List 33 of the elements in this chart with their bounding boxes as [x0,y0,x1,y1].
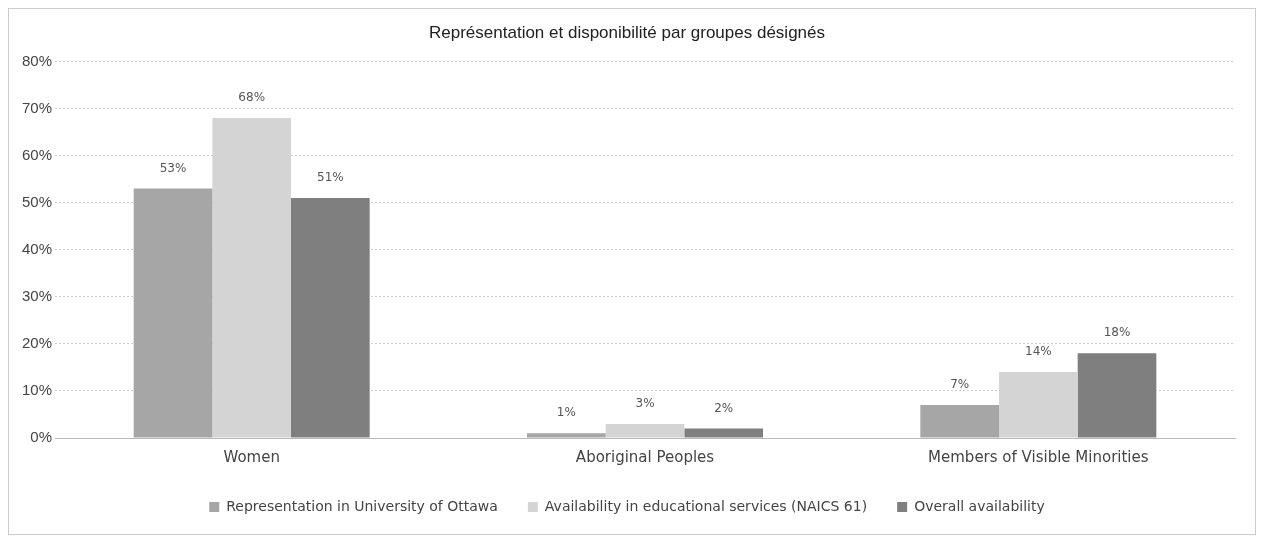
legend-label: Representation in University of Ottawa [226,497,498,514]
data-label: 18% [1103,325,1131,340]
bar [684,428,764,438]
bar [1077,353,1157,438]
data-label: 14% [1025,344,1052,359]
bar [527,433,606,438]
data-label: 53% [159,160,187,175]
bar [999,372,1078,438]
y-tick-label: 20% [21,333,53,351]
bar [920,405,999,438]
y-tick-label: 0% [30,428,53,446]
y-tick-label: 30% [21,286,53,304]
y-tick-label: 60% [21,145,53,163]
data-label: 1% [556,405,576,420]
y-tick-label: 50% [21,192,53,210]
data-label: 2% [714,400,734,415]
bar [133,188,213,438]
legend-label: Availability in educational services (NAICS 61) [544,497,868,514]
x-tick-label: Members of Visible Minorities [928,447,1149,466]
x-tick-label: Women [223,447,280,466]
legend-label: Overall availability [914,497,1045,514]
data-label: 51% [317,170,344,185]
y-tick-label: 10% [21,381,53,399]
bar [291,197,370,438]
y-tick-label: 70% [21,98,53,116]
y-tick-label: 40% [21,239,53,257]
data-label: 7% [950,377,970,392]
data-label: 68% [238,90,266,105]
chart-title: Représentation et disponibilité par groupes désignés [429,22,825,42]
y-tick-label: 80% [21,51,53,69]
x-tick-label: Aboriginal Peoples [575,447,715,466]
data-label: 3% [635,396,655,410]
bar [605,423,685,438]
